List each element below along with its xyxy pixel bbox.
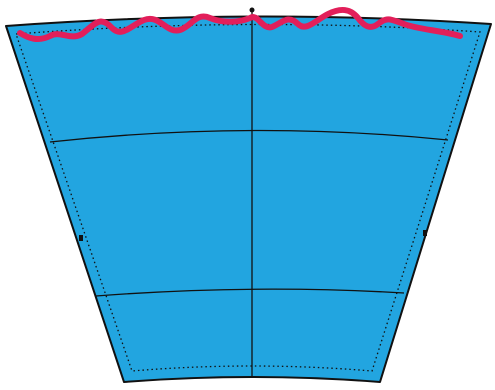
seam-allowance-line: [15, 23, 481, 372]
stitch-scribble-line: [17, 6, 463, 43]
pattern-panel: [5, 15, 492, 383]
notch-left: [79, 235, 83, 241]
lengthen-shorten-line-upper: [49, 129, 449, 143]
notch-right: [423, 230, 427, 236]
top-center-mark: [249, 7, 255, 13]
lengthen-shorten-line-lower: [95, 288, 405, 297]
